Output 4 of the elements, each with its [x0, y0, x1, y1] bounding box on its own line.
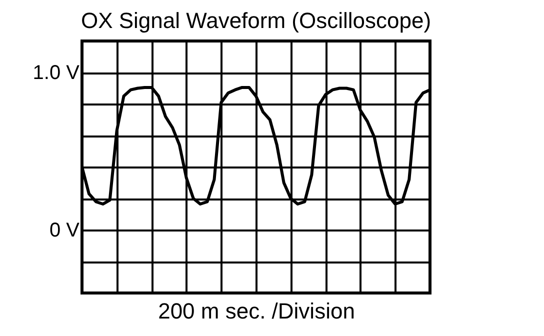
- y-tick-label: 1.0 V: [32, 62, 80, 84]
- x-axis-title: 200 m sec. /Division: [158, 298, 355, 324]
- y-tick-label: 0 V: [49, 220, 80, 242]
- chart-title: OX Signal Waveform (Oscilloscope): [80, 8, 432, 33]
